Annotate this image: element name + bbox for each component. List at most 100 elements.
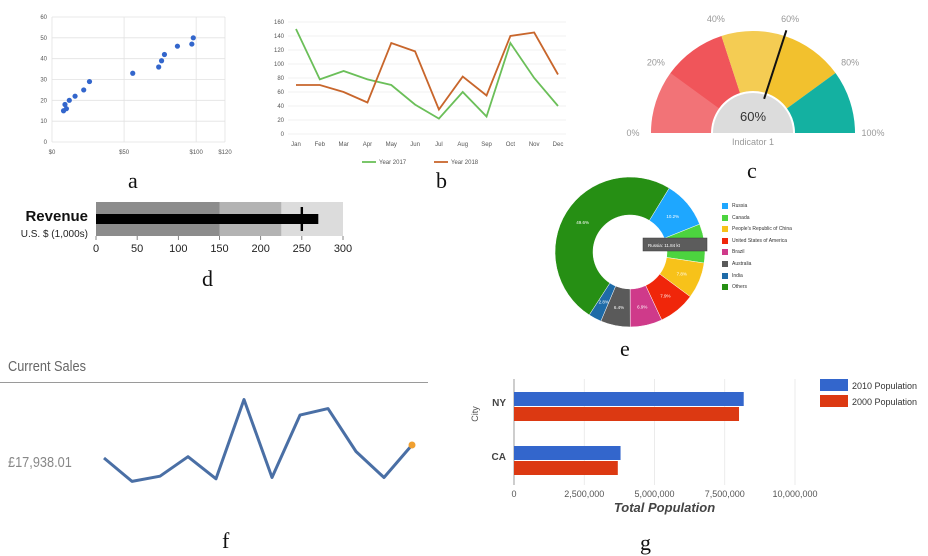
legend-label: Russia [732,203,748,209]
legend-item: People's Republic of China [722,226,792,233]
slice-label: 7.9% [660,293,670,298]
legend-label: 2010 Population [852,381,917,391]
legend-swatch [722,226,728,233]
legend-item: Brazil [722,249,745,256]
gauge-tick-label: 80% [841,57,859,67]
legend-swatch [722,249,728,256]
bar [514,407,740,421]
legend-label: Canada [732,214,750,221]
x-tick-label: Aug [457,142,468,148]
y-tick-label: 40 [277,104,284,110]
chart-e-panel: 10.2%8.4%7.8%7.9%6.9%6.4%2.8%49.6%Russia… [540,170,830,340]
gauge-name-label: Indicator 1 [732,137,774,147]
y-tick-label: 0 [44,140,48,146]
legend-swatch [722,261,728,267]
scatter-point [158,58,165,64]
x-tick-label: 300 [334,243,352,255]
slice-label: 6.4% [614,305,624,310]
x-tick-label: 200 [251,243,269,255]
x-tick-label: 10,000,000 [772,489,817,499]
category-label: NY [492,398,506,409]
legend-item: Canada [722,214,750,221]
x-tick-label: Jul [435,142,443,148]
legend-item: Australia [722,261,751,267]
gauge-band-shade [651,73,720,133]
legend-label: Others [732,284,748,291]
gauge-tick-label: 40% [707,14,725,24]
legend-label: Brazil [732,249,745,256]
scatter-point [190,35,196,41]
chart-a-panel: 0 10 20 30 40 50 60 $0 $50 $100 $120 [20,5,245,170]
y-tick-label: 100 [274,62,285,68]
legend-swatch [820,395,848,407]
donut-legend: Russia Canada People's Republic of China Un… [722,203,827,303]
x-tick-label: 50 [131,243,143,255]
y-tick-label: 80 [277,76,284,82]
caption-a: a [128,168,138,193]
x-tick-label: Apr [363,142,372,148]
bullet-measure [96,214,319,224]
y-tick-label: 60 [40,15,47,21]
legend-swatch [722,203,728,209]
y-tick-label: 120 [274,48,285,54]
legend-swatch [722,272,728,279]
chart-f-value: £17,938.01 [8,454,72,471]
x-tick-label: $0 [49,150,56,156]
slice-label: 2.8% [599,299,609,304]
x-tick-label: Dec [553,142,564,148]
x-tick-label: Nov [529,142,540,148]
donut-chart: 10.2%8.4%7.8%7.9%6.9%6.4%2.8%49.6%Russia… [554,176,708,328]
gauge-tick-label: 0% [626,128,639,138]
legend-label: People's Republic of China [732,226,792,233]
scatter-chart: 0 10 20 30 40 50 60 $0 $50 $100 $120 [40,15,232,156]
legend-label: 2000 Population [852,397,917,407]
scatter-point [189,41,195,47]
chart-f-divider [0,382,428,383]
scatter-point [66,97,72,103]
tooltip-box [642,237,708,252]
y-tick-label: 10 [40,119,47,125]
x-axis-title: Total Population [614,500,715,515]
caption-e: e [620,336,630,361]
bar [514,446,621,460]
gauge-chart: 60% Indicator 1 0% 20% 40% 60% 80% 100% [626,14,884,147]
x-tick-label: 5,000,000 [634,489,674,499]
x-tick-label: 150 [210,243,228,255]
gauge-band [651,35,741,133]
gauge-tick-label: 20% [647,57,665,67]
bullet-subtitle: U.S. $ (1,000s) [21,229,88,240]
x-tick-label: 2,500,000 [564,489,604,499]
chart-d-panel: Revenue U.S. $ (1,000s) 0 50 100 150 200 250 300 [15,198,360,268]
scatter-point [156,64,162,70]
end-marker [408,441,416,449]
legend-label: Australia [732,261,752,267]
y-tick-label: 140 [274,34,285,40]
y-tick-label: 20 [40,98,47,104]
legend-item: Others [722,284,748,291]
caption-f: f [222,528,230,553]
legend-label: Year 2017 [379,160,407,166]
x-tick-label: Oct [506,142,516,148]
x-tick-label: 0 [511,489,516,499]
scatter-point [62,101,68,108]
slice-label: 10.2% [666,214,679,219]
donut-slice [554,176,670,316]
x-tick-label: $100 [189,150,203,156]
scatter-point [86,78,93,85]
scatter-point [161,51,168,58]
chart-f-title: Current Sales [8,358,86,375]
slice-label: 7.8% [677,271,687,276]
y-axis-title: City [470,406,480,422]
bullet-title: Revenue [25,208,88,225]
bar [514,392,744,406]
x-tick-label: Feb [315,142,326,148]
gauge-tick-label: 60% [781,14,799,24]
series-line-2 [296,31,559,112]
x-tick-label: 100 [169,243,187,255]
legend-swatch [820,379,848,391]
y-tick-label: 50 [40,36,47,42]
scatter-point [72,93,78,99]
y-tick-label: 30 [40,78,47,84]
caption-g: g [640,530,651,555]
gauge-center [713,93,793,133]
